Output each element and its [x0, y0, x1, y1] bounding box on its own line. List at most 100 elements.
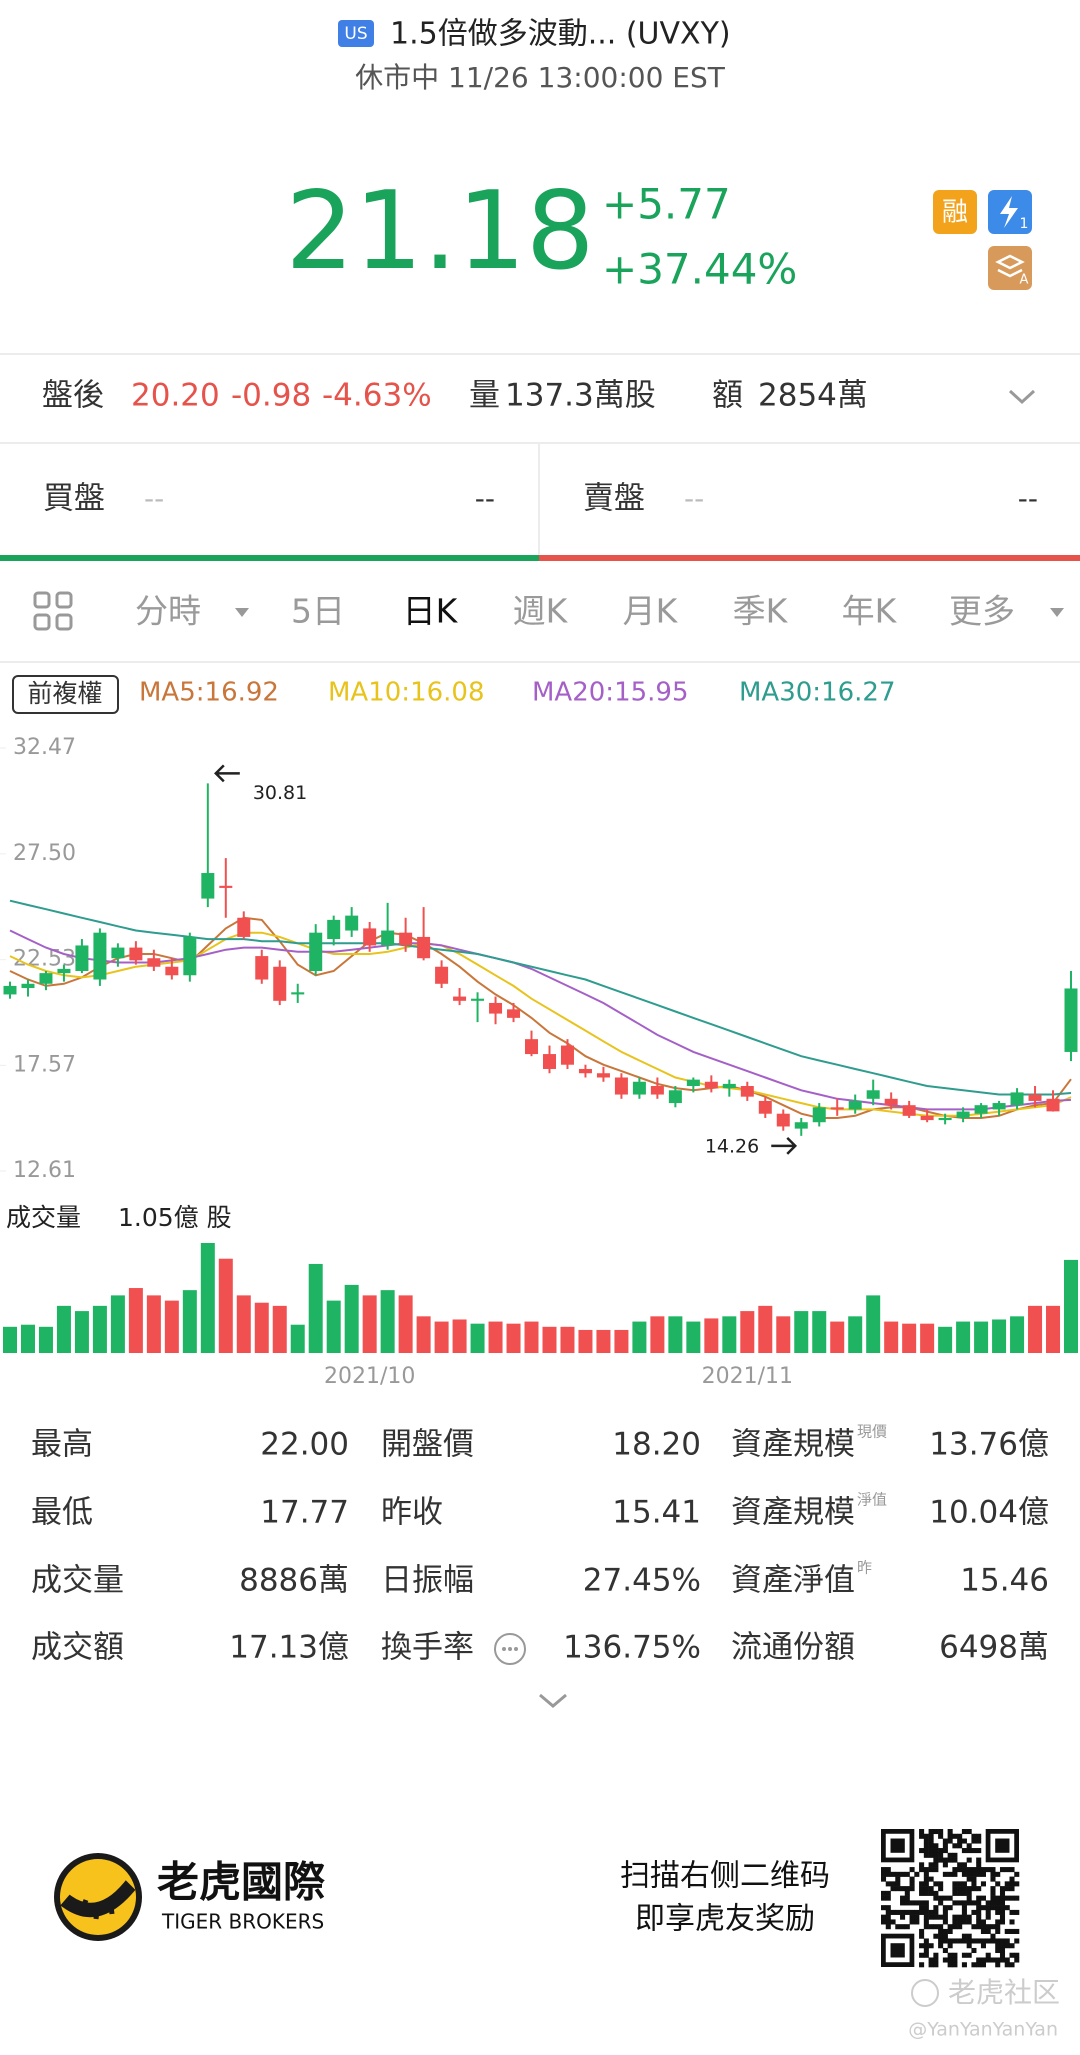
expand-chevron[interactable]: [1008, 389, 1036, 405]
qr-module: [942, 1947, 948, 1954]
candle-body: [794, 1122, 808, 1129]
qr-module: [1004, 1957, 1010, 1963]
qr-module: [966, 1919, 972, 1925]
volume-bar: [938, 1326, 953, 1353]
qr-module: [1014, 1871, 1020, 1877]
price-change-pct: +37.44%: [602, 245, 797, 294]
tab[interactable]: 日K: [403, 592, 459, 631]
qr-module: [966, 1900, 972, 1906]
qr-module: [971, 1886, 977, 1892]
volume-bar: [902, 1323, 917, 1353]
tab[interactable]: 月K: [623, 592, 679, 631]
candle-body: [399, 932, 413, 946]
qr-module: [933, 1957, 939, 1963]
qr-module: [952, 1881, 958, 1887]
qr-module: [976, 1905, 982, 1911]
qr-module: [971, 1909, 977, 1915]
bid-size: --: [475, 482, 495, 515]
qr-module: [995, 1928, 1001, 1934]
qr-module: [881, 1876, 887, 1882]
dropdown-arrow[interactable]: [235, 608, 249, 617]
stat-label: 最低: [31, 1495, 93, 1531]
qr-module: [952, 1867, 958, 1873]
volume-bar: [326, 1300, 341, 1353]
candle-body: [830, 1107, 844, 1110]
qr-module: [928, 1867, 934, 1873]
qr-module: [952, 1914, 958, 1920]
qr-finder: [995, 1838, 1010, 1853]
qr-module: [995, 1871, 1001, 1877]
qr-module: [999, 1938, 1006, 1944]
info-icon[interactable]: [494, 1633, 526, 1665]
qr-module: [938, 1924, 944, 1930]
qr-module: [961, 1871, 967, 1877]
qr-module: [933, 1881, 939, 1887]
volume-bar: [1046, 1305, 1061, 1353]
tab[interactable]: 5日: [291, 592, 345, 631]
volume-bar: [596, 1329, 611, 1353]
dropdown-arrow[interactable]: [1050, 608, 1064, 617]
qr-module: [933, 1843, 939, 1849]
bid-label: 買盤: [43, 481, 105, 517]
qr-module: [938, 1928, 944, 1934]
tab[interactable]: 分時: [135, 592, 201, 631]
ma-legend: MA10:16.08: [328, 678, 485, 708]
qr-module: [961, 1933, 967, 1939]
market-status: 休市中 11/26 13:00:00 EST: [355, 61, 726, 94]
layout-icon[interactable]: [33, 591, 73, 631]
candle-body: [776, 1113, 790, 1127]
qr-finder: [890, 1838, 905, 1853]
candle-body: [21, 983, 35, 989]
qr-module: [952, 1962, 958, 1968]
stat-label: 最高: [31, 1427, 93, 1463]
qr-module: [914, 1914, 920, 1920]
qr-module: [942, 1862, 948, 1868]
qr-module: [933, 1890, 939, 1896]
promo-line: 扫描右侧二维码: [620, 1859, 830, 1894]
volume-bar: [758, 1305, 773, 1353]
qr-module: [938, 1829, 944, 1835]
qr-module: [900, 1924, 906, 1930]
qr-module: [933, 1914, 939, 1920]
qr-module: [928, 1862, 934, 1868]
qr-module: [966, 1871, 972, 1877]
more-chevron[interactable]: [539, 1693, 567, 1708]
qr-module: [976, 1962, 982, 1968]
candle-body: [93, 932, 107, 980]
qr-module: [904, 1900, 910, 1906]
qr-module: [957, 1867, 963, 1873]
tab[interactable]: 週K: [513, 592, 569, 631]
qr-module: [966, 1933, 972, 1939]
qr-module: [999, 1900, 1006, 1906]
qr-module: [1004, 1962, 1010, 1968]
info-dot: [502, 1647, 506, 1651]
volume-bar: [380, 1290, 395, 1353]
qr-module: [919, 1905, 925, 1911]
tab[interactable]: 更多: [949, 592, 1015, 631]
qr-module: [938, 1886, 944, 1892]
qr-module: [933, 1829, 939, 1835]
qr-module: [890, 1886, 896, 1892]
adjust-box[interactable]: [12, 675, 119, 714]
icon-cell: [33, 591, 51, 609]
tab[interactable]: 季K: [733, 592, 789, 631]
qr-module: [966, 1829, 972, 1835]
qr-module: [923, 1900, 929, 1906]
candle-body: [542, 1054, 556, 1069]
qr-module: [947, 1957, 953, 1963]
qr-module: [919, 1890, 925, 1896]
qr-module: [942, 1843, 948, 1849]
qr-module: [881, 1890, 887, 1896]
qr-module: [885, 1890, 891, 1896]
tab[interactable]: 年K: [842, 592, 898, 631]
stat-value: 13.76億: [929, 1427, 1049, 1463]
qr-module: [900, 1895, 906, 1901]
qr-module: [881, 1914, 887, 1920]
qr-module: [971, 1876, 977, 1882]
candle-body: [273, 966, 287, 1001]
qr-module: [985, 1914, 991, 1920]
qr-module: [980, 1943, 986, 1949]
stack-badge: A: [1020, 273, 1029, 288]
qr-module: [923, 1843, 929, 1849]
info-dot: [508, 1647, 512, 1651]
